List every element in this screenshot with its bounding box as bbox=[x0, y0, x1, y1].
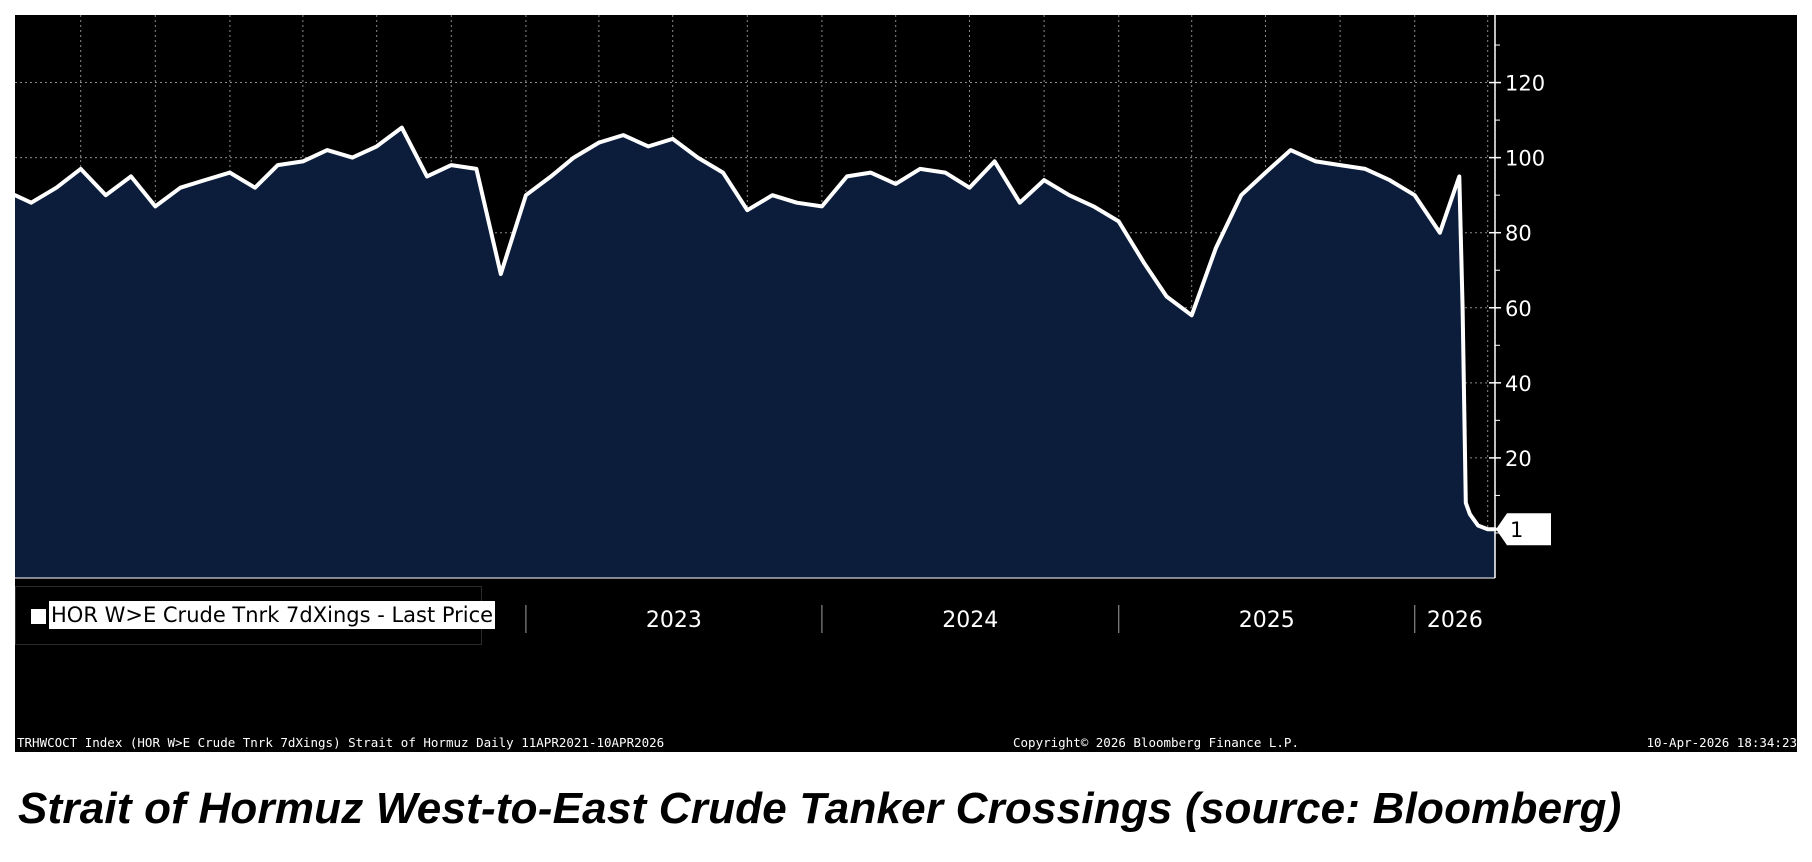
data-point-46 bbox=[1142, 261, 1146, 265]
data-point-16 bbox=[400, 126, 404, 130]
last-value-label: 1 bbox=[1510, 518, 1523, 542]
y-tick-label-100: 100 bbox=[1505, 147, 1545, 171]
data-point-30 bbox=[745, 208, 749, 212]
data-point-56 bbox=[1388, 178, 1392, 182]
legend-label: HOR W>E Crude Tnrk 7dXings - Last Price bbox=[49, 601, 496, 629]
data-point-51 bbox=[1263, 171, 1268, 175]
series-area bbox=[15, 127, 1495, 578]
y-tick-label-80: 80 bbox=[1505, 222, 1532, 246]
data-point-18 bbox=[449, 163, 453, 167]
data-point-37 bbox=[918, 167, 922, 171]
x-year-label-2026: 2026 bbox=[1427, 608, 1483, 633]
data-point-36 bbox=[894, 182, 898, 186]
data-point-53 bbox=[1314, 159, 1318, 163]
data-point-24 bbox=[597, 141, 601, 145]
data-point-11 bbox=[276, 163, 280, 167]
data-point-63 bbox=[1476, 523, 1480, 528]
data-point-35 bbox=[869, 171, 873, 175]
data-point-22 bbox=[549, 174, 553, 178]
y-tick-label-120: 120 bbox=[1505, 72, 1545, 96]
data-point-27 bbox=[671, 137, 675, 141]
data-point-10 bbox=[253, 186, 257, 190]
data-point-48 bbox=[1190, 313, 1194, 317]
data-point-29 bbox=[721, 171, 725, 175]
data-point-20 bbox=[499, 272, 503, 276]
data-point-17 bbox=[425, 174, 429, 178]
data-point-6 bbox=[153, 204, 157, 208]
data-point-28 bbox=[696, 156, 700, 160]
data-point-54 bbox=[1338, 163, 1342, 167]
data-point-31 bbox=[770, 193, 775, 197]
data-point-44 bbox=[1092, 204, 1096, 208]
footer-timestamp: 10-Apr-2026 18:34:23 bbox=[1646, 735, 1797, 750]
data-point-23 bbox=[572, 156, 576, 160]
data-point-14 bbox=[350, 156, 354, 160]
x-year-label-2025: 2025 bbox=[1239, 608, 1295, 633]
y-tick-label-20: 20 bbox=[1505, 447, 1532, 471]
data-point-33 bbox=[820, 204, 824, 208]
data-point-19 bbox=[474, 167, 478, 171]
footer-copyright: Copyright© 2026 Bloomberg Finance L.P. bbox=[1013, 735, 1299, 750]
figure-caption: Strait of Hormuz West-to-East Crude Tank… bbox=[18, 784, 1622, 833]
data-point-57 bbox=[1413, 193, 1417, 197]
data-point-13 bbox=[325, 148, 329, 152]
data-point-5 bbox=[129, 174, 133, 178]
data-point-8 bbox=[203, 178, 207, 182]
data-point-9 bbox=[228, 171, 232, 175]
data-point-21 bbox=[524, 193, 528, 197]
data-point-12 bbox=[301, 159, 305, 163]
data-point-15 bbox=[375, 144, 379, 148]
data-point-62 bbox=[1468, 512, 1472, 516]
data-point-42 bbox=[1042, 178, 1046, 182]
data-point-25 bbox=[621, 133, 625, 137]
data-point-47 bbox=[1165, 294, 1169, 299]
data-point-7 bbox=[178, 186, 182, 190]
data-point-4 bbox=[104, 193, 108, 197]
data-point-43 bbox=[1067, 193, 1071, 197]
x-year-label-2024: 2024 bbox=[942, 608, 998, 633]
y-tick-label-60: 60 bbox=[1505, 297, 1532, 321]
data-point-55 bbox=[1363, 167, 1367, 171]
data-point-3 bbox=[79, 167, 83, 171]
data-point-64 bbox=[1486, 527, 1490, 531]
y-tick-label-40: 40 bbox=[1505, 372, 1532, 396]
data-point-45 bbox=[1117, 219, 1121, 223]
data-point-50 bbox=[1239, 193, 1243, 197]
data-point-58 bbox=[1438, 231, 1442, 235]
footer-ticker-description: TRHWCOCT Index (HOR W>E Crude Tnrk 7dXin… bbox=[17, 735, 665, 750]
last-value-marker bbox=[1496, 513, 1551, 546]
data-point-41 bbox=[1018, 201, 1022, 205]
series-line bbox=[15, 125, 1497, 532]
data-point-38 bbox=[943, 171, 947, 175]
data-point-32 bbox=[795, 201, 799, 205]
data-point-39 bbox=[967, 186, 972, 190]
data-point-34 bbox=[845, 174, 849, 178]
legend-swatch bbox=[31, 609, 46, 624]
data-point-1 bbox=[29, 201, 33, 205]
data-point-59 bbox=[1457, 174, 1461, 178]
x-year-label-2023: 2023 bbox=[646, 608, 702, 633]
data-point-60 bbox=[1461, 306, 1465, 310]
data-point-26 bbox=[646, 144, 651, 148]
data-point-52 bbox=[1289, 148, 1293, 152]
data-point-61 bbox=[1464, 501, 1468, 505]
data-point-49 bbox=[1214, 246, 1218, 250]
data-point-40 bbox=[993, 159, 997, 163]
chart-legend: HOR W>E Crude Tnrk 7dXings - Last Price bbox=[15, 586, 496, 645]
data-point-2 bbox=[54, 186, 59, 190]
data-point-0 bbox=[15, 193, 17, 197]
